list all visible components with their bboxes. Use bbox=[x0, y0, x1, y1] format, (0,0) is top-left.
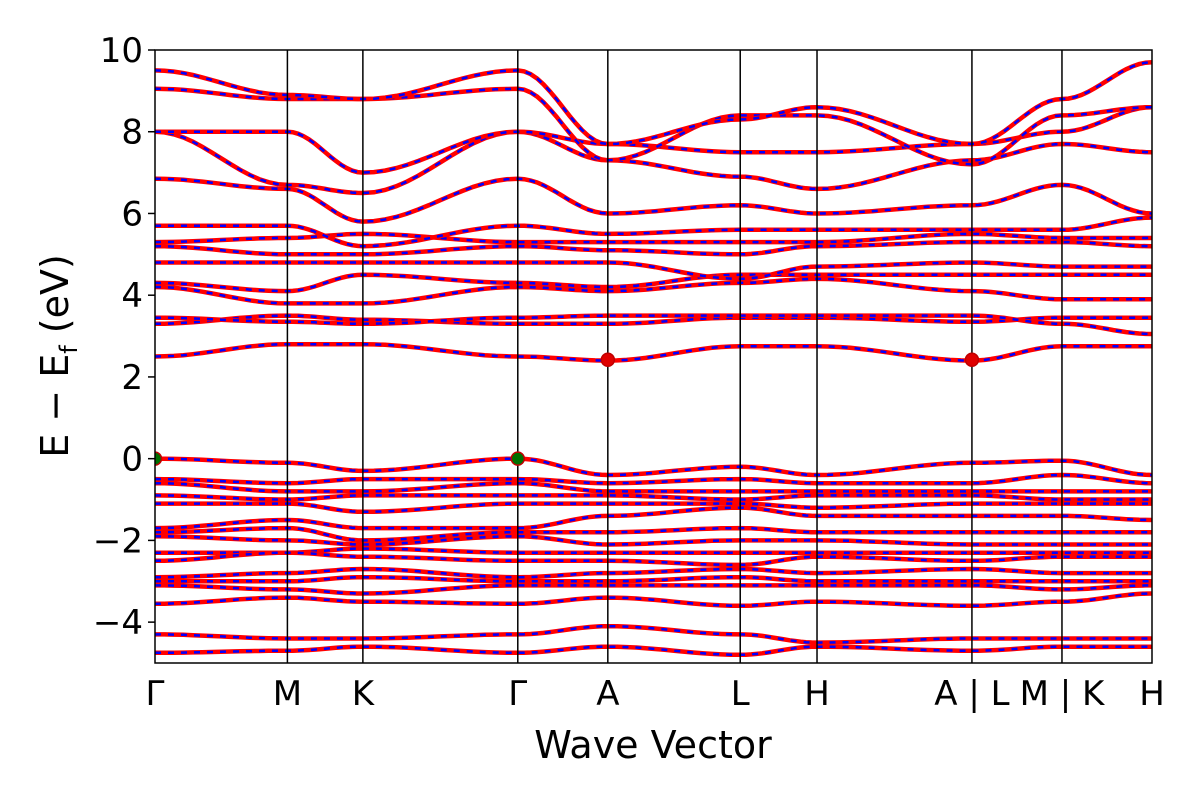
band-line-overlay bbox=[155, 494, 1152, 501]
band-line bbox=[155, 60, 1152, 147]
y-tick-label: 0 bbox=[121, 440, 143, 480]
y-axis-label-main: E − E bbox=[33, 354, 77, 458]
y-tick-label: −4 bbox=[93, 603, 143, 643]
x-axis-label: Wave Vector bbox=[534, 723, 772, 767]
y-tick-label: 4 bbox=[121, 276, 143, 316]
band-line-overlay bbox=[155, 105, 1152, 174]
y-axis-label-unit: (eV) bbox=[33, 254, 77, 345]
y-tick-label: 8 bbox=[121, 113, 143, 153]
band-line-overlay bbox=[155, 584, 1152, 595]
y-tick-label: 2 bbox=[121, 358, 143, 398]
band-line-overlay bbox=[155, 273, 1152, 293]
band-line-overlay bbox=[155, 473, 1152, 485]
band-extremum-marker bbox=[600, 352, 616, 368]
x-tick-label: L bbox=[731, 674, 750, 714]
x-tick-label: A bbox=[596, 674, 619, 714]
x-tick-label: H bbox=[1139, 674, 1165, 714]
band-line-overlay bbox=[155, 624, 1152, 644]
band-line-overlay bbox=[155, 502, 1152, 514]
x-tick-label: H bbox=[804, 674, 830, 714]
band-line bbox=[155, 456, 1152, 478]
band-line-overlay bbox=[155, 506, 1152, 530]
band-line-overlay bbox=[155, 130, 1152, 195]
band-line-overlay bbox=[155, 61, 1152, 146]
x-tick-label: Γ bbox=[508, 674, 527, 714]
band-extremum-marker bbox=[510, 451, 526, 466]
plot-frame bbox=[154, 49, 1153, 664]
extrema-markers bbox=[155, 352, 980, 466]
band-line-overlay bbox=[155, 342, 1152, 362]
x-tick-label: M bbox=[273, 674, 302, 714]
x-tick-label: K bbox=[352, 674, 376, 714]
band-line-overlay bbox=[155, 645, 1152, 657]
band-line-overlay bbox=[155, 551, 1152, 567]
band-line bbox=[155, 525, 1152, 543]
x-tick-label: Γ bbox=[146, 674, 165, 714]
band-line-overlay bbox=[155, 277, 1152, 305]
y-tick-label: 10 bbox=[100, 31, 143, 71]
band-extremum-marker bbox=[155, 451, 163, 466]
band-line-overlay bbox=[155, 261, 1152, 281]
band-line-overlay bbox=[155, 314, 1152, 336]
band-line-overlay bbox=[155, 457, 1152, 477]
y-axis-label-sub: f bbox=[55, 345, 83, 354]
band-line bbox=[155, 505, 1152, 531]
band-line-overlay bbox=[155, 592, 1152, 608]
band-line-overlay bbox=[155, 535, 1152, 546]
bands-layer bbox=[155, 60, 1152, 658]
band-line-overlay bbox=[155, 547, 1152, 554]
x-axis-ticks: Γ M K Γ A L H A | L M | K H bbox=[146, 674, 1165, 714]
band-line-overlay bbox=[155, 240, 1152, 256]
y-tick-label: −2 bbox=[93, 521, 143, 561]
y-axis-label: E − Ef (eV) bbox=[33, 254, 83, 458]
band-line-overlay bbox=[155, 216, 1152, 248]
band-line-overlay bbox=[155, 177, 1152, 223]
x-tick-label: M | K bbox=[1020, 674, 1106, 714]
x-tick-label: A | L bbox=[934, 674, 1009, 714]
band-line-overlay bbox=[155, 567, 1152, 579]
y-axis-ticks: 10 8 6 4 2 0 −2 −4 bbox=[93, 31, 155, 643]
y-tick-label: 6 bbox=[121, 194, 143, 234]
band-extremum-marker bbox=[964, 352, 980, 368]
band-line-overlay bbox=[155, 481, 1152, 493]
band-line-overlay bbox=[155, 575, 1152, 583]
band-line-overlay bbox=[155, 526, 1152, 542]
